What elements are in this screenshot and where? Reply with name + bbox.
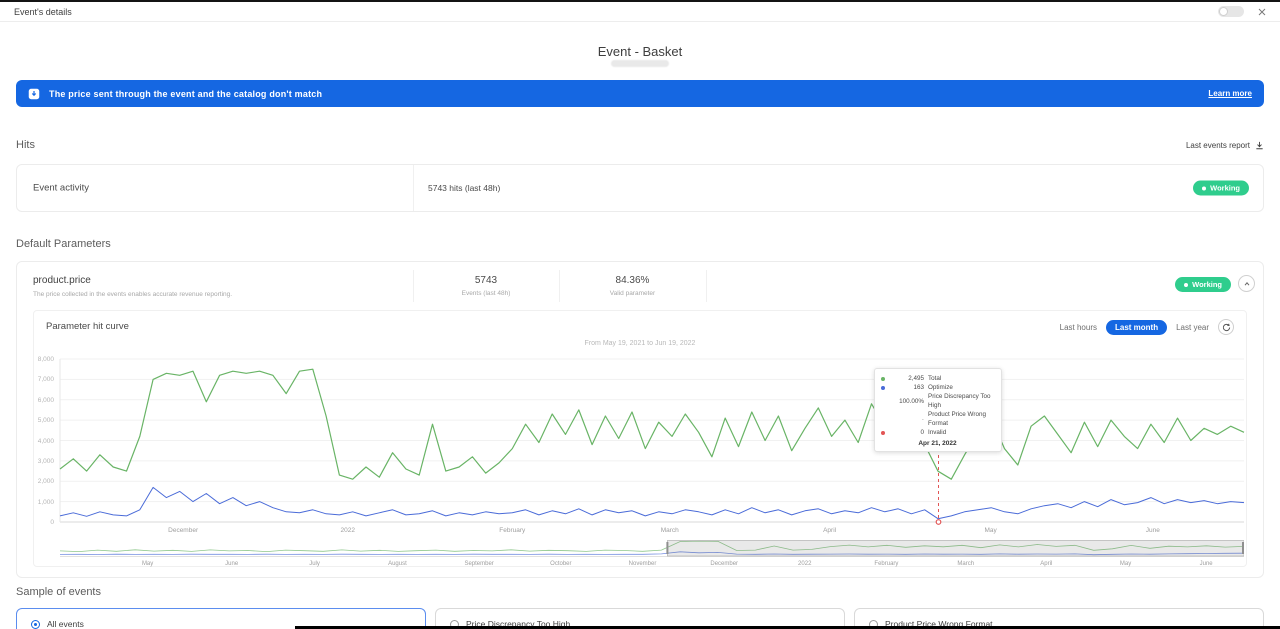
sample-of-events-options: All events Price Discrepancy Too High Pr…: [16, 608, 1264, 629]
parameter-name: product.price: [33, 275, 91, 286]
parameter-hit-curve-card: Parameter hit curve Last hours Last mont…: [33, 310, 1247, 567]
status-dot-icon: [1184, 282, 1189, 287]
product-price-parameter-card: product.price The price collected in the…: [16, 261, 1264, 578]
learn-more-link[interactable]: Learn more: [1208, 89, 1252, 98]
y-axis-labels: 8,000 7,000 6,000 5,000 4,000 3,000 2,000 1,000…: [37, 356, 54, 526]
bottom-edge-bar: [295, 626, 1280, 629]
chart-date-range-caption: From May 19, 2021 to Jun 19, 2022: [584, 340, 696, 347]
topbar: Event's details: [0, 2, 1280, 22]
tooltip-date: Apr 21, 2022: [918, 440, 957, 447]
sample-option-label: All events: [47, 619, 84, 629]
topbar-actions: [1218, 6, 1266, 17]
events-stat-value: 5743: [474, 275, 498, 286]
sample-option-price-discrepancy[interactable]: Price Discrepancy Too High: [435, 608, 845, 629]
valid-stat-value: 84.36%: [615, 275, 650, 286]
event-activity-label: Event activity: [33, 182, 89, 194]
brush-axis-labels: May June July August September October Novembe…: [141, 561, 1213, 567]
header-toggle[interactable]: [1218, 6, 1244, 17]
x-axis-labels: December 2022 February March April May June: [168, 527, 1160, 534]
tooltip-rows: 2,495 Total 163 Optimize 100.00% Price Discre…: [881, 374, 994, 437]
collapse-button[interactable]: [1238, 275, 1255, 292]
range-last-month-button[interactable]: Last month: [1105, 319, 1168, 335]
divider: [413, 270, 414, 302]
window-title: Event's details: [14, 6, 72, 17]
valid-stat-label: Valid parameter: [609, 290, 656, 297]
hits-section-label: Hits: [16, 139, 35, 151]
hit-curve-plot[interactable]: [59, 358, 1245, 525]
radio-selected-icon[interactable]: [31, 619, 40, 629]
range-last-year-button[interactable]: Last year: [1176, 322, 1209, 332]
status-badge: Working: [1175, 277, 1231, 292]
timeline-brush[interactable]: [60, 540, 1244, 557]
parameter-description: The price collected in the events enable…: [33, 291, 233, 298]
page-title: Event - Basket: [597, 44, 683, 59]
divider: [413, 165, 414, 211]
sample-option-all-events[interactable]: All events: [16, 608, 426, 629]
status-badge-label: Working: [1192, 280, 1222, 289]
sample-option-label: Price Discrepancy Too High: [466, 619, 571, 629]
chart-tooltip: 2,495 Total 163 Optimize 100.00% Price Discre…: [874, 368, 1002, 452]
divider: [559, 270, 560, 302]
default-parameters-label: Default Parameters: [16, 238, 111, 250]
events-stat: 5743 Events (last 48h): [413, 275, 559, 297]
subtitle-skeleton: [611, 60, 669, 67]
events-stat-label: Events (last 48h): [461, 290, 511, 297]
banner-message: The price sent through the event and the…: [49, 88, 323, 99]
sample-of-events-label: Sample of events: [16, 586, 101, 598]
chart-title: Parameter hit curve: [46, 321, 129, 332]
status-badge: Working: [1193, 180, 1249, 196]
refresh-button[interactable]: [1218, 319, 1234, 335]
valid-parameter-stat: 84.36% Valid parameter: [559, 275, 706, 297]
window-top-edge: [0, 0, 1280, 2]
download-icon: [1255, 141, 1264, 150]
last-events-report-link[interactable]: Last events report: [1186, 141, 1264, 150]
status-dot-icon: [1202, 186, 1207, 190]
sample-option-label: Product Price Wrong Format: [885, 619, 993, 629]
chart-range-controls: Last hours Last month Last year: [1060, 319, 1234, 335]
status-badge-label: Working: [1210, 183, 1240, 193]
divider: [706, 270, 707, 302]
toggle-knob-icon: [1219, 7, 1228, 16]
range-last-hours-button[interactable]: Last hours: [1059, 322, 1097, 332]
alert-banner: The price sent through the event and the…: [16, 80, 1264, 107]
banner-icon: [28, 88, 40, 100]
event-activity-value: 5743 hits (last 48h): [428, 183, 501, 193]
event-activity-card: Event activity 5743 hits (last 48h) Work…: [16, 164, 1264, 212]
report-link-label: Last events report: [1185, 141, 1250, 150]
sample-option-wrong-format[interactable]: Product Price Wrong Format: [854, 608, 1264, 629]
close-icon[interactable]: [1258, 8, 1266, 16]
